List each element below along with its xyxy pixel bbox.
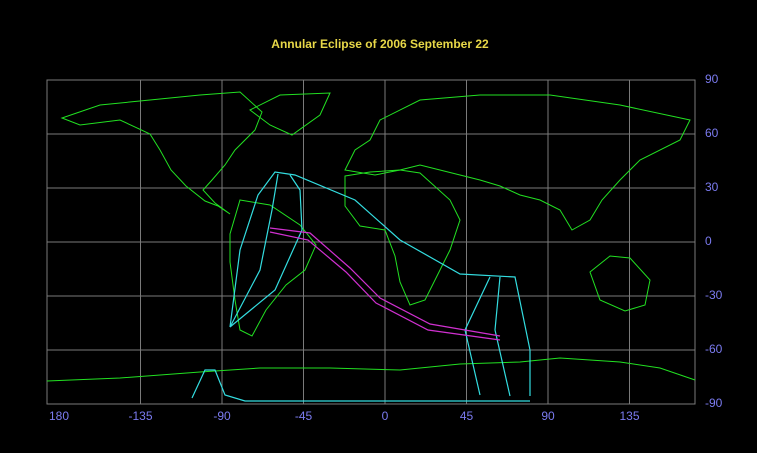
central-line — [269, 231, 501, 341]
antarctica — [46, 357, 696, 382]
longitude-label: 90 — [541, 409, 555, 423]
australia — [589, 255, 651, 312]
central-line — [269, 227, 501, 337]
coastlines — [46, 91, 696, 382]
longitude-label: 180 — [49, 409, 69, 423]
latitude-label: 30 — [705, 180, 719, 194]
eclipse-path — [191, 171, 531, 402]
map-title: Annular Eclipse of 2006 September 22 — [271, 37, 489, 51]
path-limit — [229, 174, 303, 328]
eurasia — [344, 94, 691, 231]
latitude-label: 60 — [705, 126, 719, 140]
path-limit — [229, 173, 279, 328]
path-limit — [191, 369, 530, 402]
longitude-label: 45 — [460, 409, 474, 423]
path-limit — [494, 276, 511, 397]
longitude-label: -90 — [213, 409, 231, 423]
graticule — [47, 80, 695, 404]
south-america — [229, 199, 317, 337]
greenland — [249, 92, 331, 136]
latitude-label: -60 — [705, 342, 723, 356]
latitude-label: -90 — [705, 396, 723, 410]
longitude-label: 0 — [382, 409, 389, 423]
path-limit — [229, 171, 531, 396]
africa — [344, 169, 461, 306]
longitude-label: 135 — [619, 409, 639, 423]
longitude-label: -45 — [295, 409, 313, 423]
latitude-label: -30 — [705, 288, 723, 302]
longitude-label: -135 — [128, 409, 152, 423]
latitude-label: 0 — [705, 234, 712, 248]
north-america — [60, 91, 263, 215]
latitude-label: 90 — [705, 72, 719, 86]
